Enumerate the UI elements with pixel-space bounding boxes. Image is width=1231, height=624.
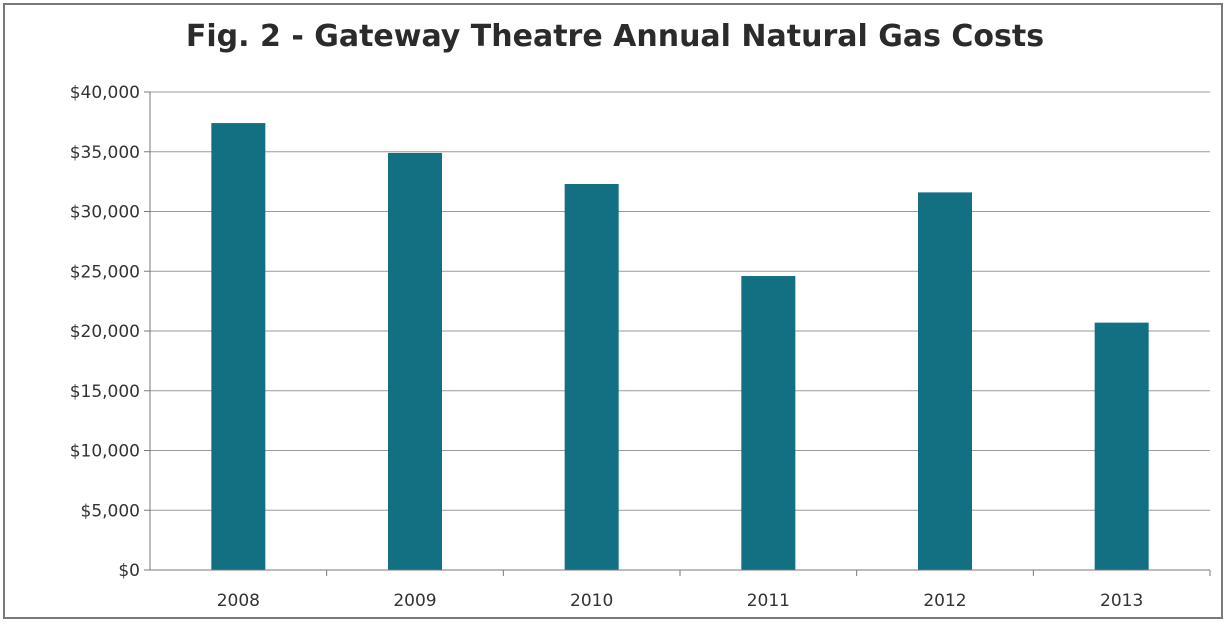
y-tick-label: $5,000 <box>81 501 140 521</box>
x-tick-label: 2012 <box>923 591 966 611</box>
chart-title: Fig. 2 - Gateway Theatre Annual Natural … <box>185 19 1045 54</box>
y-tick-label: $25,000 <box>70 262 140 282</box>
bar-2008 <box>211 123 266 570</box>
y-axis: $0 $5,000 $10,000 $15,000 $20,000 $25,000 $30,… <box>70 83 151 581</box>
y-tick-label: $40,000 <box>70 83 140 103</box>
gridlines <box>150 91 1210 511</box>
bar-2012 <box>918 192 972 570</box>
x-tick-label: 2011 <box>747 591 790 611</box>
x-tick-label: 2009 <box>393 591 436 611</box>
bar-2009 <box>388 152 442 570</box>
bar-2010 <box>564 184 619 570</box>
y-tick-label: $0 <box>118 561 140 581</box>
y-tick-label: $10,000 <box>70 442 140 462</box>
x-tick-label: 2008 <box>217 591 260 611</box>
bars <box>211 123 1149 570</box>
bar-2011 <box>741 276 796 570</box>
x-tick-label: 2010 <box>570 591 613 611</box>
x-tick-label: 2013 <box>1100 591 1143 611</box>
bar-chart: $0 $5,000 $10,000 $15,000 $20,000 $25,000 $30,… <box>70 83 1211 611</box>
x-axis: 2008 2009 2010 2011 2012 2013 <box>150 569 1211 611</box>
y-tick-label: $15,000 <box>70 382 140 402</box>
y-tick-label: $35,000 <box>70 143 140 163</box>
y-tick-label: $30,000 <box>70 203 140 223</box>
bar-2013 <box>1094 322 1149 570</box>
y-tick-label: $20,000 <box>70 322 140 342</box>
chart-frame: Fig. 2 - Gateway Theatre Annual Natural … <box>3 3 1223 619</box>
